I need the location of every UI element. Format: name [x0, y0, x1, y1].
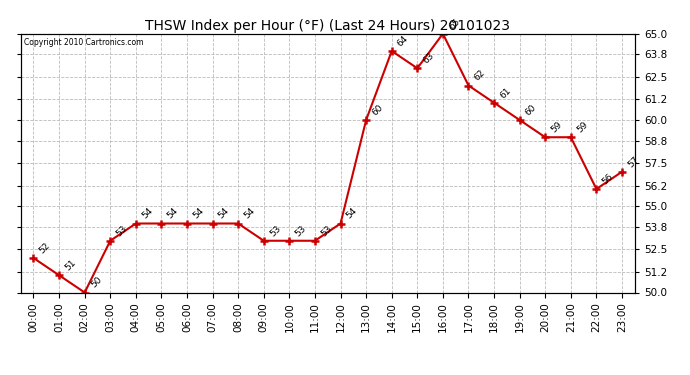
Text: 54: 54 — [166, 206, 180, 221]
Text: 57: 57 — [626, 154, 641, 169]
Text: 54: 54 — [140, 206, 155, 221]
Text: 54: 54 — [191, 206, 206, 221]
Text: 53: 53 — [293, 224, 308, 238]
Text: 50: 50 — [89, 275, 104, 290]
Text: 54: 54 — [242, 206, 257, 221]
Text: 63: 63 — [422, 51, 436, 66]
Text: 53: 53 — [268, 224, 282, 238]
Text: 65: 65 — [447, 16, 462, 31]
Text: Copyright 2010 Cartronics.com: Copyright 2010 Cartronics.com — [23, 38, 144, 46]
Text: 61: 61 — [498, 86, 513, 100]
Title: THSW Index per Hour (°F) (Last 24 Hours) 20101023: THSW Index per Hour (°F) (Last 24 Hours)… — [146, 19, 510, 33]
Text: 52: 52 — [38, 241, 52, 255]
Text: 59: 59 — [549, 120, 564, 135]
Text: 64: 64 — [396, 34, 411, 48]
Text: 59: 59 — [575, 120, 589, 135]
Text: 60: 60 — [371, 103, 385, 117]
Text: 53: 53 — [115, 224, 129, 238]
Text: 53: 53 — [319, 224, 334, 238]
Text: 62: 62 — [473, 68, 487, 83]
Text: 60: 60 — [524, 103, 538, 117]
Text: 51: 51 — [63, 258, 78, 273]
Text: 56: 56 — [600, 172, 615, 186]
Text: 54: 54 — [217, 206, 231, 221]
Text: 54: 54 — [345, 206, 359, 221]
